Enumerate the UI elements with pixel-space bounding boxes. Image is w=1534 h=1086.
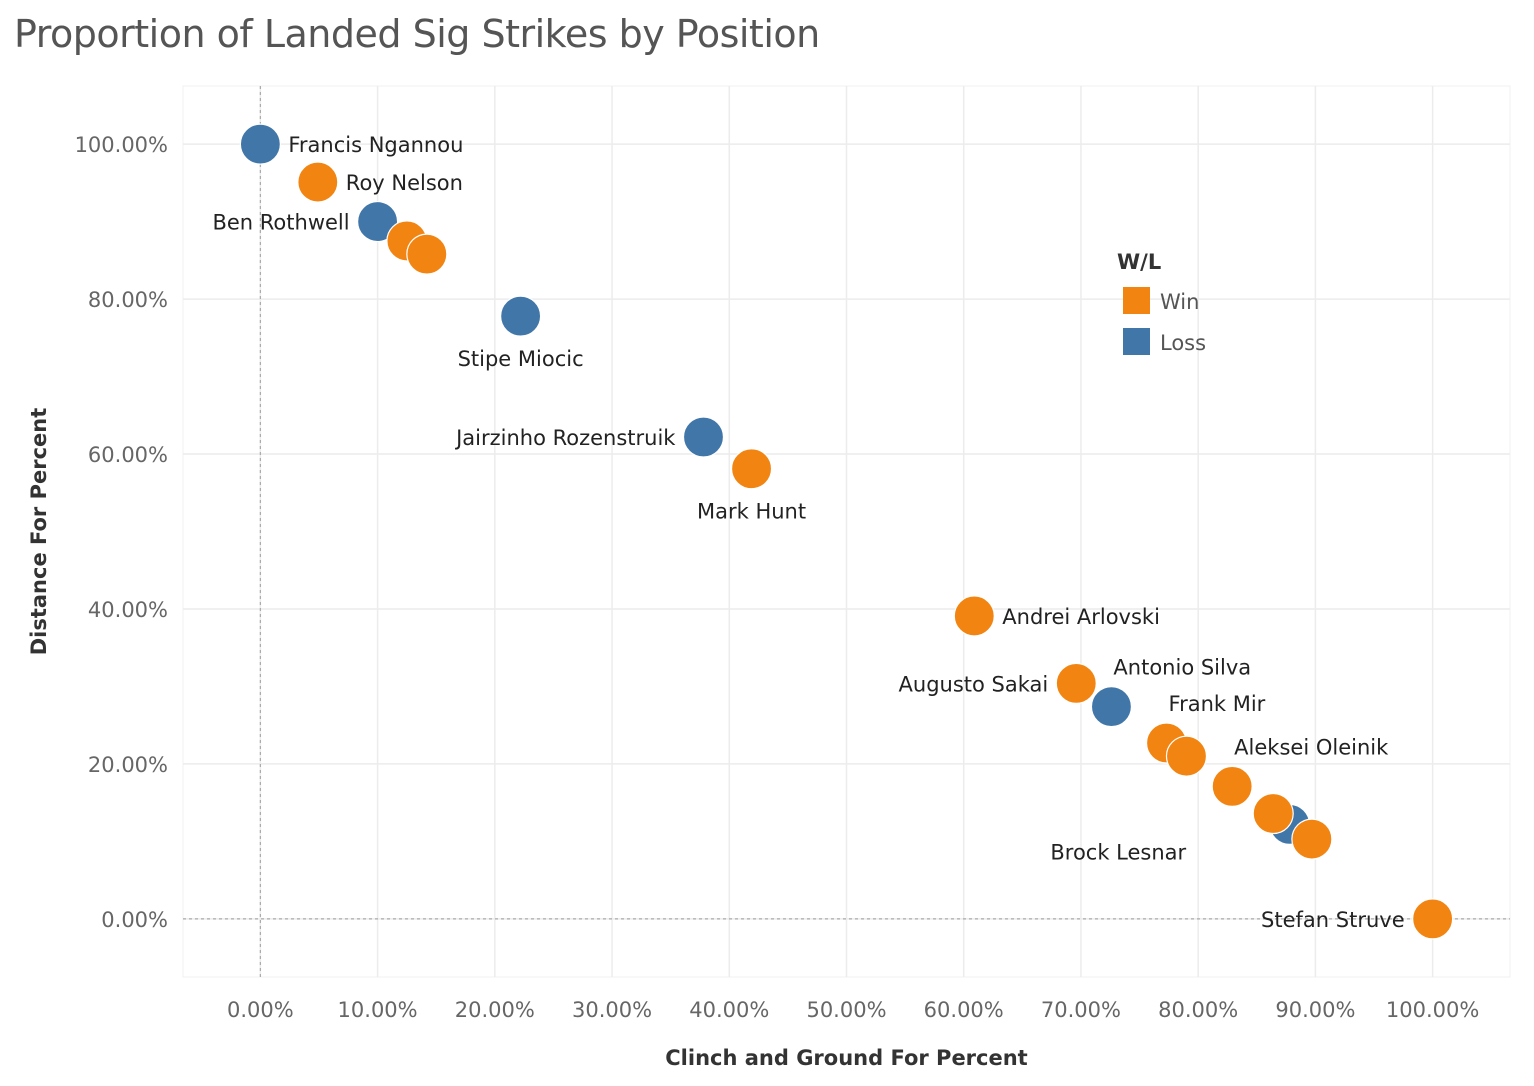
x-tick-label: 0.00% xyxy=(227,998,294,1022)
data-point-win[interactable] xyxy=(1211,765,1253,808)
legend-swatch-loss xyxy=(1123,328,1150,355)
data-point-win[interactable] xyxy=(297,161,339,203)
x-axis-title: Clinch and Ground For Percent xyxy=(665,1046,1027,1070)
data-point-loss[interactable] xyxy=(356,200,399,243)
y-tick-label: 80.00% xyxy=(88,288,168,312)
data-point-win[interactable] xyxy=(1055,662,1097,704)
data-point-win[interactable] xyxy=(1165,735,1208,777)
point-label: Jairzinho Rozenstruik xyxy=(454,426,676,450)
x-tick-label: 10.00% xyxy=(338,998,418,1022)
point-label: Stefan Struve xyxy=(1261,908,1405,932)
data-point-win[interactable] xyxy=(1412,898,1454,940)
x-tick-label: 80.00% xyxy=(1158,998,1238,1022)
legend: W/L Win Loss xyxy=(1117,250,1206,355)
point-labels: Francis Ngannou Roy Nelson Ben Rothwell Sti… xyxy=(212,133,1404,932)
y-tick-label: 40.00% xyxy=(88,598,168,622)
x-axis-ticks: 0.00% 10.00% 20.00% 30.00% 40.00% 50.00% 60.00… xyxy=(227,998,1479,1022)
point-label: Francis Ngannou xyxy=(288,133,463,157)
x-tick-label: 30.00% xyxy=(572,998,652,1022)
point-label: Augusto Sakai xyxy=(899,672,1049,696)
y-tick-label: 60.00% xyxy=(88,443,168,467)
data-point-win[interactable] xyxy=(1252,792,1294,835)
x-tick-label: 60.00% xyxy=(924,998,1004,1022)
data-point-loss[interactable] xyxy=(500,295,542,337)
point-label: Stipe Miocic xyxy=(458,347,584,371)
zero-reference-lines xyxy=(183,86,1510,977)
y-axis-title: Distance For Percent xyxy=(27,408,51,656)
data-point-loss[interactable] xyxy=(682,416,725,458)
point-label: Ben Rothwell xyxy=(212,211,349,235)
point-label: Andrei Arlovski xyxy=(1002,605,1160,629)
point-label: Mark Hunt xyxy=(697,500,806,524)
legend-label-win: Win xyxy=(1160,290,1199,314)
chart-title: Proportion of Landed Sig Strikes by Posi… xyxy=(14,12,820,56)
grid-lines xyxy=(182,85,1511,978)
data-point-win[interactable] xyxy=(406,233,448,275)
x-tick-label: 100.00% xyxy=(1386,998,1479,1022)
legend-label-loss: Loss xyxy=(1160,331,1206,355)
point-label: Brock Lesnar xyxy=(1050,841,1186,865)
x-tick-label: 90.00% xyxy=(1275,998,1355,1022)
y-tick-label: 100.00% xyxy=(75,133,168,157)
x-tick-label: 50.00% xyxy=(806,998,886,1022)
point-label: Aleksei Oleinik xyxy=(1234,735,1389,759)
point-label: Frank Mir xyxy=(1169,692,1266,716)
x-tick-label: 20.00% xyxy=(455,998,535,1022)
y-tick-label: 0.00% xyxy=(101,908,168,932)
x-tick-label: 40.00% xyxy=(689,998,769,1022)
data-point-loss[interactable] xyxy=(239,123,281,165)
legend-title: W/L xyxy=(1117,250,1161,274)
data-point-loss[interactable] xyxy=(1090,686,1133,728)
x-tick-label: 70.00% xyxy=(1041,998,1121,1022)
data-point-win[interactable] xyxy=(730,448,773,490)
point-label: Roy Nelson xyxy=(346,171,463,195)
y-axis-ticks: 0.00% 20.00% 40.00% 60.00% 80.00% 100.00% xyxy=(75,133,168,932)
y-tick-label: 20.00% xyxy=(88,753,168,777)
point-label: Antonio Silva xyxy=(1113,656,1251,680)
data-point-win[interactable] xyxy=(1291,818,1333,860)
legend-swatch-win xyxy=(1123,287,1150,314)
data-point-win[interactable] xyxy=(953,595,995,637)
data-points xyxy=(239,123,1454,940)
